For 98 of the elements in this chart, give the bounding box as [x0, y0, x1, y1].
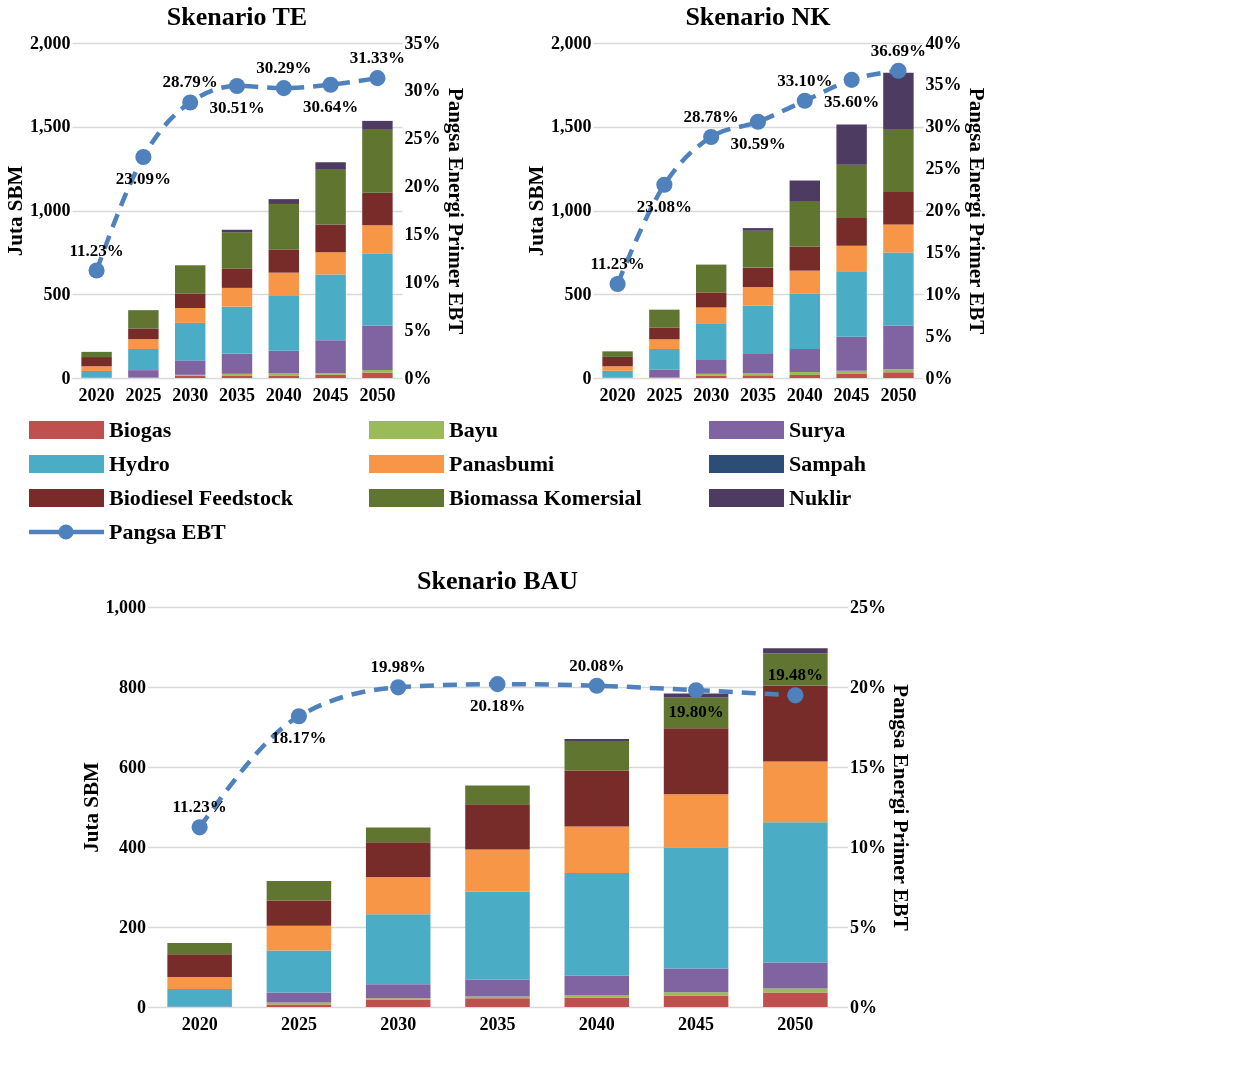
y-tick-label: 1,500 — [551, 116, 592, 137]
chart-title: Skenario TE — [166, 2, 308, 31]
data-label: 30.64% — [302, 96, 359, 116]
y-tick-label: 0 — [137, 996, 146, 1017]
data-label: 33.10% — [777, 70, 833, 90]
y2-tick-label: 20% — [404, 176, 441, 197]
y2-tick-label: 35% — [925, 74, 962, 95]
data-label: 30.29% — [256, 58, 312, 78]
chart-title: Skenario BAU — [416, 566, 579, 595]
y2-tick-label: 10% — [850, 836, 886, 857]
y2-tick-label: 5% — [925, 325, 953, 346]
y-axis-title: Juta SBM — [524, 165, 548, 257]
legend-label: Nuklir — [789, 485, 852, 510]
y2-tick-label: 15% — [925, 241, 962, 262]
y-tick-label: 800 — [119, 676, 146, 697]
data-label: 35.60% — [823, 91, 880, 111]
x-tick-label: 2040 — [578, 1013, 615, 1034]
y2-tick-label: 25% — [850, 596, 886, 617]
y-tick-label: 2,000 — [551, 32, 592, 53]
y-tick-label: 0 — [61, 367, 71, 388]
y2-tick-label: 30% — [404, 80, 441, 101]
x-tick-label: 2025 — [125, 384, 162, 405]
y-tick-label: 1,000 — [30, 200, 71, 220]
y-axis-title: Juta SBM — [78, 762, 103, 853]
x-tick-label: 2040 — [786, 384, 823, 405]
data-label: 19.48% — [767, 665, 823, 685]
data-label: 23.08% — [636, 196, 693, 216]
y2-tick-label: 0% — [925, 367, 953, 388]
legend-label: Biodiesel Feedstock — [109, 485, 294, 510]
y2-tick-label: 25% — [925, 158, 962, 179]
x-tick-label: 2050 — [880, 384, 917, 405]
data-label: 11.23% — [69, 240, 124, 260]
y2-tick-label: 15% — [404, 223, 441, 244]
y2-tick-label: 10% — [925, 283, 962, 304]
x-tick-label: 2020 — [78, 384, 115, 405]
x-tick-label: 2050 — [777, 1013, 814, 1034]
legend-label: Biomassa Komersial — [449, 485, 642, 510]
data-label: 11.23% — [172, 797, 227, 817]
x-tick-label: 2045 — [312, 384, 349, 405]
data-label: 30.59% — [730, 133, 786, 153]
x-tick-label: 2035 — [479, 1013, 516, 1034]
y-tick-label: 1,000 — [551, 200, 592, 220]
x-tick-label: 2050 — [359, 384, 396, 405]
y-tick-label: 500 — [564, 283, 592, 304]
y2-tick-label: 5% — [404, 319, 432, 340]
x-tick-label: 2025 — [280, 1013, 317, 1034]
legend-label: Sampah — [789, 451, 867, 476]
y2-axis-title: Pangsa Energi Primer EBT — [443, 87, 468, 335]
legend-label: Bayu — [449, 417, 498, 442]
y2-axis-title: Pangsa Energi Primer EBT — [964, 87, 989, 335]
x-tick-label: 2035 — [740, 384, 776, 405]
y-axis-title: Juta SBM — [3, 165, 27, 257]
y2-tick-label: 35% — [404, 32, 441, 53]
y2-tick-label: 0% — [404, 367, 432, 388]
y-tick-label: 2,000 — [30, 32, 71, 53]
y2-tick-label: 40% — [925, 32, 962, 53]
y-tick-label: 400 — [119, 836, 146, 857]
y-tick-label: 200 — [119, 916, 146, 937]
y2-tick-label: 10% — [404, 271, 441, 292]
x-tick-label: 2045 — [678, 1013, 715, 1034]
data-label: 31.33% — [349, 48, 406, 68]
x-tick-label: 2030 — [172, 384, 209, 405]
y-tick-label: 1,500 — [30, 116, 71, 137]
x-tick-label: 2025 — [646, 384, 683, 405]
x-tick-label: 2035 — [219, 384, 255, 405]
legend-label: Pangsa EBT — [109, 519, 227, 544]
data-label: 30.51% — [209, 97, 265, 117]
x-tick-label: 2040 — [265, 384, 302, 405]
data-label: 28.79% — [162, 72, 218, 92]
y2-tick-label: 20% — [925, 200, 962, 220]
legend-label: Biogas — [109, 417, 172, 442]
y-tick-label: 1,000 — [105, 596, 146, 617]
data-label: 18.17% — [271, 728, 327, 748]
x-tick-label: 2020 — [599, 384, 636, 405]
data-label: 20.18% — [469, 696, 526, 716]
data-label: 20.08% — [569, 655, 625, 675]
y2-tick-label: 5% — [850, 916, 877, 937]
y2-tick-label: 30% — [925, 116, 962, 137]
y2-tick-label: 15% — [850, 756, 886, 777]
y-tick-label: 500 — [43, 283, 71, 304]
y-tick-label: 0 — [582, 367, 592, 388]
y2-axis-title: Pangsa Energi Primer EBT — [889, 684, 913, 931]
x-tick-label: 2020 — [181, 1013, 218, 1034]
x-tick-label: 2045 — [833, 384, 870, 405]
legend-label: Surya — [789, 417, 846, 442]
x-tick-label: 2030 — [380, 1013, 417, 1034]
x-tick-label: 2030 — [693, 384, 730, 405]
data-label: 11.23% — [590, 253, 645, 273]
chart-title: Skenario NK — [685, 2, 832, 31]
data-label: 28.78% — [683, 106, 739, 126]
data-label: 19.80% — [668, 702, 724, 722]
legend-label: Hydro — [109, 451, 170, 476]
y-tick-label: 600 — [119, 756, 146, 777]
legend-label: Panasbumi — [449, 451, 555, 476]
y2-tick-label: 20% — [850, 676, 886, 697]
data-label: 19.98% — [370, 657, 426, 677]
y2-tick-label: 25% — [404, 128, 441, 149]
y2-tick-label: 0% — [850, 996, 877, 1017]
